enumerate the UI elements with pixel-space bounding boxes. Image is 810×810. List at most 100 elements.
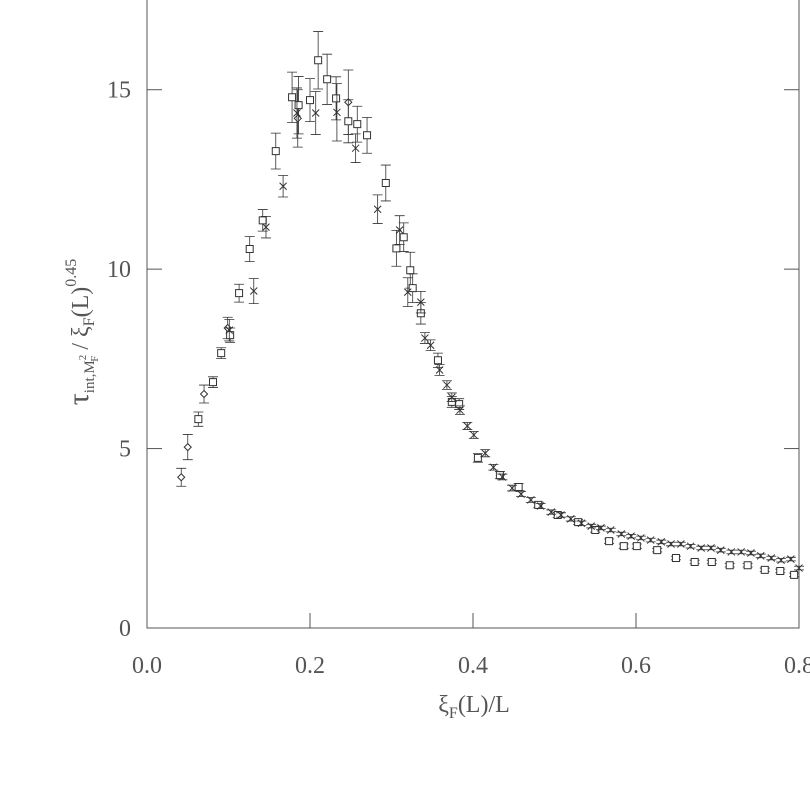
- marker: [777, 556, 785, 565]
- marker: [433, 356, 442, 365]
- marker: [194, 415, 203, 424]
- label-part: τ: [62, 393, 95, 405]
- marker: [416, 298, 425, 307]
- marker: [333, 108, 341, 117]
- marker: [617, 530, 626, 538]
- marker: [399, 233, 408, 242]
- marker: [311, 109, 320, 117]
- marker: [373, 205, 382, 214]
- marker: [727, 548, 736, 556]
- marker: [435, 366, 444, 374]
- marker: [517, 490, 525, 498]
- label-part: ξ: [438, 692, 449, 718]
- marker: [527, 496, 535, 504]
- label-part: F: [81, 317, 98, 326]
- marker: [760, 565, 769, 574]
- marker: [725, 561, 734, 570]
- label-part: F: [449, 705, 458, 722]
- marker: [597, 524, 605, 532]
- marker: [314, 56, 323, 65]
- marker: [566, 515, 575, 523]
- marker: [707, 544, 715, 552]
- marker: [225, 326, 234, 335]
- marker: [619, 542, 628, 551]
- marker: [235, 289, 244, 298]
- label-part: F: [89, 356, 101, 362]
- x-tick-label: 0.0: [132, 653, 162, 679]
- marker: [587, 522, 596, 530]
- marker: [403, 288, 412, 296]
- label-part: 0.45: [63, 259, 80, 287]
- marker: [547, 508, 556, 516]
- y-tick-label: 15: [107, 78, 131, 104]
- marker: [577, 519, 586, 528]
- marker: [747, 549, 755, 557]
- marker: [443, 381, 451, 389]
- marker: [743, 561, 752, 570]
- marker: [632, 542, 641, 551]
- marker: [279, 182, 287, 191]
- marker: [306, 96, 314, 105]
- marker: [463, 422, 472, 430]
- marker: [406, 266, 415, 275]
- marker: [737, 548, 745, 556]
- marker: [646, 536, 655, 544]
- marker: [288, 93, 297, 102]
- y-tick-label: 10: [107, 257, 131, 283]
- marker: [351, 144, 360, 153]
- marker: [363, 131, 372, 140]
- x-tick-label: 0.8: [784, 653, 810, 679]
- marker: [392, 244, 401, 253]
- marker: [293, 109, 301, 117]
- marker: [667, 540, 675, 548]
- marker: [183, 442, 192, 452]
- marker: [716, 546, 725, 554]
- marker: [686, 542, 695, 551]
- marker: [209, 378, 218, 387]
- marker: [690, 557, 699, 566]
- marker: [657, 538, 666, 546]
- marker: [481, 449, 490, 458]
- label-part: (L): [68, 287, 94, 318]
- y-tick-label: 0: [119, 616, 131, 642]
- marker: [756, 552, 765, 560]
- marker: [456, 406, 464, 415]
- marker: [293, 114, 302, 123]
- marker: [353, 120, 362, 129]
- marker: [249, 287, 258, 295]
- marker: [498, 473, 507, 481]
- marker: [627, 532, 635, 540]
- y-axis-label: τint,M2F / ξF(L)0.45: [62, 259, 101, 406]
- marker: [795, 564, 803, 572]
- marker: [508, 484, 516, 492]
- marker: [697, 544, 706, 552]
- marker: [536, 502, 545, 510]
- marker: [786, 555, 795, 563]
- marker: [426, 341, 435, 350]
- label-part: ξ: [68, 326, 94, 337]
- marker: [271, 147, 280, 156]
- label-part: int,M: [82, 360, 98, 393]
- marker: [258, 216, 267, 225]
- marker: [514, 482, 523, 491]
- marker: [676, 540, 685, 548]
- marker: [707, 557, 716, 566]
- label-part: 2: [77, 355, 89, 361]
- marker: [344, 117, 353, 126]
- marker: [557, 511, 565, 519]
- marker: [606, 526, 615, 534]
- marker: [323, 75, 332, 84]
- marker: [489, 463, 498, 472]
- label-part: (L)/L: [458, 692, 510, 718]
- y-tick-label: 5: [119, 437, 131, 463]
- marker: [653, 546, 662, 555]
- marker: [421, 334, 429, 342]
- marker: [408, 284, 417, 293]
- marker: [767, 554, 776, 562]
- x-axis-label: ξF(L)/L: [438, 692, 510, 722]
- marker: [332, 94, 341, 103]
- marker: [294, 101, 303, 110]
- marker: [447, 393, 456, 402]
- marker: [262, 223, 270, 232]
